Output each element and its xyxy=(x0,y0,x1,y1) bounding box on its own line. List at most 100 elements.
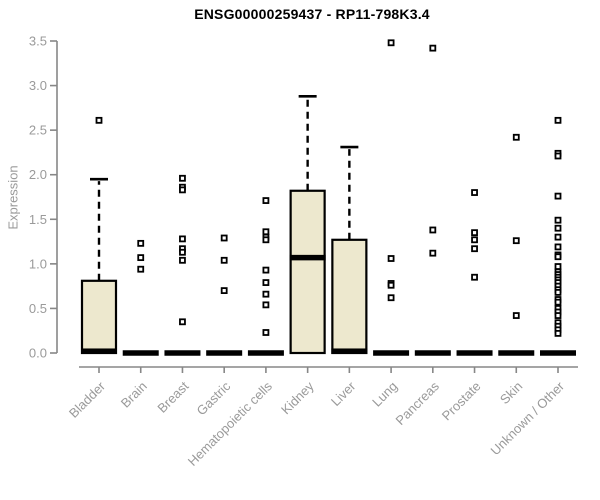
outlier-point xyxy=(512,237,520,245)
box-group-brain xyxy=(122,239,159,356)
median-line xyxy=(414,350,451,356)
median-line xyxy=(331,348,368,354)
y-tick-label: 2.0 xyxy=(29,167,47,182)
x-tick-label-unknown-other: Unknown / Other xyxy=(488,378,568,458)
x-tick-label-brain: Brain xyxy=(118,379,150,411)
outlier-point xyxy=(262,236,270,244)
y-axis: 0.0 0.5 1.0 1.5 2.0 2.5 3.0 3.5 xyxy=(29,34,58,361)
outlier-point xyxy=(471,245,478,253)
outlier-point xyxy=(179,235,186,243)
outlier-point xyxy=(554,233,562,241)
outlier-point xyxy=(262,301,270,309)
outlier-point xyxy=(554,253,562,261)
y-tick-label: 0.5 xyxy=(29,301,47,316)
outlier-point xyxy=(471,236,478,244)
outlier-point xyxy=(220,256,228,264)
outlier-point xyxy=(179,256,186,264)
box-group-liver xyxy=(331,145,368,355)
x-tick-label-liver: Liver xyxy=(328,378,359,409)
outlier-point xyxy=(262,197,270,204)
box-group-breast xyxy=(164,174,201,356)
x-tick-label-skin: Skin xyxy=(497,379,525,407)
chart-title: ENSG00000259437 - RP11-798K3.4 xyxy=(194,6,430,22)
outlier-point xyxy=(429,249,437,257)
outlier-point xyxy=(554,312,562,319)
outlier-point xyxy=(262,279,270,286)
outlier-point xyxy=(429,44,437,52)
x-tick-label-bladder: Bladder xyxy=(66,378,109,421)
outlier-point xyxy=(262,228,270,236)
median-line xyxy=(81,348,117,354)
x-tick-label-kidney: Kidney xyxy=(278,378,317,417)
outlier-point xyxy=(137,254,145,262)
outlier-point xyxy=(512,312,520,319)
outlier-point xyxy=(179,318,186,326)
box-group-hematopoietic-cells xyxy=(247,197,284,356)
outlier-point xyxy=(262,329,270,336)
outlier-point xyxy=(554,116,562,124)
y-tick-label: 1.0 xyxy=(29,256,47,271)
iqr-box xyxy=(80,279,118,355)
outlier-point xyxy=(512,133,520,141)
outlier-point xyxy=(554,192,562,200)
outlier-point xyxy=(554,243,562,251)
box-group-kidney xyxy=(289,94,326,355)
median-line xyxy=(164,350,201,356)
outlier-point xyxy=(554,329,562,337)
box-group-pancreas xyxy=(414,44,451,356)
box-group-lung xyxy=(373,39,410,356)
outlier-point xyxy=(220,234,228,242)
outlier-point xyxy=(387,294,395,302)
x-tick-label-lung: Lung xyxy=(369,379,400,410)
iqr-box xyxy=(289,189,326,355)
box-group-prostate xyxy=(456,189,493,356)
box-group-unknown-other xyxy=(540,116,576,356)
outlier-point xyxy=(95,116,103,124)
outlier-point xyxy=(429,226,437,234)
x-tick-label-gastric: Gastric xyxy=(194,378,234,418)
y-tick-label: 0.0 xyxy=(29,346,47,361)
outlier-point xyxy=(554,224,562,232)
iqr-box xyxy=(331,238,368,355)
outlier-point xyxy=(554,263,562,270)
median-line xyxy=(206,350,243,356)
box-group-skin xyxy=(498,133,535,356)
median-line xyxy=(456,350,493,356)
outlier-point xyxy=(387,281,395,289)
outlier-point xyxy=(262,266,270,274)
median-line xyxy=(540,350,576,356)
median-line xyxy=(289,254,326,261)
x-tick-label-breast: Breast xyxy=(154,378,191,415)
x-tick-label-pancreas: Pancreas xyxy=(392,378,442,428)
outlier-point xyxy=(179,248,186,256)
outlier-point xyxy=(137,265,145,273)
outlier-point xyxy=(554,152,562,160)
outlier-point xyxy=(471,273,478,281)
median-line xyxy=(498,350,535,356)
outlier-point xyxy=(179,174,186,182)
box-group-bladder xyxy=(80,116,118,355)
y-tick-label: 1.5 xyxy=(29,212,47,227)
median-line xyxy=(122,350,159,356)
outlier-point xyxy=(387,255,395,262)
outlier-point xyxy=(387,39,395,47)
outlier-point xyxy=(471,189,478,196)
median-line xyxy=(373,350,410,356)
outlier-point xyxy=(471,229,478,237)
outlier-point xyxy=(137,239,145,247)
x-tick-label-prostate: Prostate xyxy=(439,379,484,424)
outlier-point xyxy=(262,290,270,298)
outlier-point xyxy=(554,216,562,224)
outlier-point xyxy=(554,288,562,296)
y-tick-label: 2.5 xyxy=(29,123,47,138)
outlier-point xyxy=(179,186,186,194)
y-tick-label: 3.5 xyxy=(29,34,47,49)
y-tick-label: 3.0 xyxy=(29,78,47,93)
median-line xyxy=(247,350,284,356)
outlier-point xyxy=(220,287,228,295)
outlier-point xyxy=(554,298,562,306)
box-group-gastric xyxy=(206,234,243,356)
